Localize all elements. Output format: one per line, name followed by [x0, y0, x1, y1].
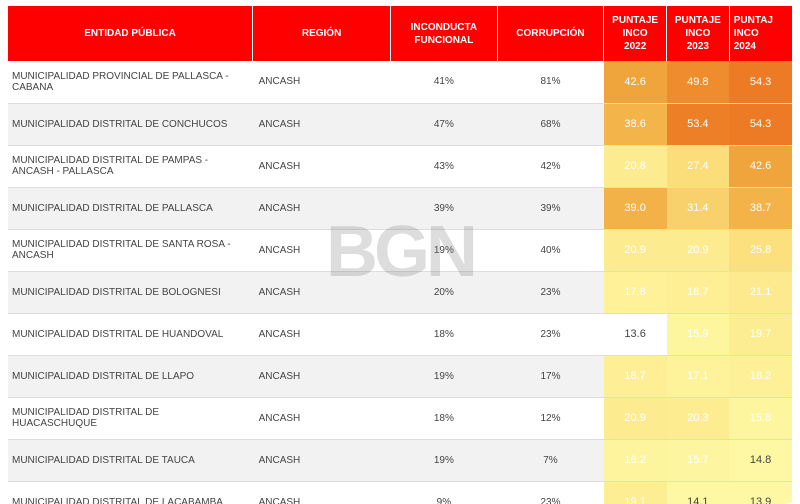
- cell-p2024: 21.1: [729, 271, 792, 313]
- cell-p2022: 20.9: [604, 229, 667, 271]
- table-row: MUNICIPALIDAD DISTRITAL DE CONCHUCOSANCA…: [8, 103, 792, 145]
- cell-region: ANCASH: [253, 145, 391, 187]
- cell-p2024: 54.3: [729, 103, 792, 145]
- cell-inconducta: 19%: [391, 439, 498, 481]
- cell-inconducta: 18%: [391, 313, 498, 355]
- table-row: MUNICIPALIDAD DISTRITAL DE PALLASCAANCAS…: [8, 187, 792, 229]
- cell-p2023: 31.4: [667, 187, 730, 229]
- cell-entidad: MUNICIPALIDAD DISTRITAL DE HUANDOVAL: [8, 313, 253, 355]
- cell-inconducta: 20%: [391, 271, 498, 313]
- cell-p2022: 13.6: [604, 313, 667, 355]
- table-body: MUNICIPALIDAD PROVINCIAL DE PALLASCA - C…: [8, 61, 792, 504]
- cell-inconducta: 43%: [391, 145, 498, 187]
- column-header-corrupcion[interactable]: CORRUPCIÓN: [497, 6, 604, 61]
- column-header-p2024[interactable]: PUNTAJINCO2024: [729, 6, 792, 61]
- cell-p2022: 20.8: [604, 145, 667, 187]
- cell-entidad: MUNICIPALIDAD DISTRITAL DE HUACASCHUQUE: [8, 397, 253, 439]
- cell-entidad: MUNICIPALIDAD DISTRITAL DE TAUCA: [8, 439, 253, 481]
- cell-region: ANCASH: [253, 229, 391, 271]
- cell-corrupcion: 17%: [497, 355, 604, 397]
- cell-inconducta: 19%: [391, 229, 498, 271]
- table-row: MUNICIPALIDAD DISTRITAL DE SANTA ROSA - …: [8, 229, 792, 271]
- cell-corrupcion: 40%: [497, 229, 604, 271]
- cell-p2023: 49.8: [667, 61, 730, 103]
- cell-p2022: 16.2: [604, 439, 667, 481]
- cell-p2023: 17.1: [667, 355, 730, 397]
- cell-p2023: 18.7: [667, 271, 730, 313]
- cell-p2022: 18.7: [604, 355, 667, 397]
- cell-p2023: 15.9: [667, 313, 730, 355]
- cell-region: ANCASH: [253, 397, 391, 439]
- table-row: MUNICIPALIDAD DISTRITAL DE BOLOGNESIANCA…: [8, 271, 792, 313]
- table-row: MUNICIPALIDAD DISTRITAL DE LLAPOANCASH19…: [8, 355, 792, 397]
- table-row: MUNICIPALIDAD DISTRITAL DE HUANDOVALANCA…: [8, 313, 792, 355]
- cell-inconducta: 47%: [391, 103, 498, 145]
- column-header-p2023[interactable]: PUNTAJEINCO2023: [667, 6, 730, 61]
- cell-p2024: 38.7: [729, 187, 792, 229]
- cell-p2024: 18.2: [729, 355, 792, 397]
- cell-p2022: 42.6: [604, 61, 667, 103]
- table-row: MUNICIPALIDAD DISTRITAL DE LACABAMBAANCA…: [8, 481, 792, 504]
- cell-p2023: 53.4: [667, 103, 730, 145]
- cell-region: ANCASH: [253, 187, 391, 229]
- cell-corrupcion: 23%: [497, 313, 604, 355]
- column-header-p2022[interactable]: PUNTAJEINCO2022: [604, 6, 667, 61]
- cell-p2023: 27.4: [667, 145, 730, 187]
- cell-entidad: MUNICIPALIDAD DISTRITAL DE CONCHUCOS: [8, 103, 253, 145]
- cell-p2022: 17.8: [604, 271, 667, 313]
- cell-p2024: 42.6: [729, 145, 792, 187]
- cell-p2024: 54.3: [729, 61, 792, 103]
- cell-entidad: MUNICIPALIDAD DISTRITAL DE BOLOGNESI: [8, 271, 253, 313]
- cell-inconducta: 18%: [391, 397, 498, 439]
- cell-p2022: 38.6: [604, 103, 667, 145]
- cell-entidad: MUNICIPALIDAD DISTRITAL DE SANTA ROSA - …: [8, 229, 253, 271]
- cell-region: ANCASH: [253, 355, 391, 397]
- column-header-region[interactable]: REGIÓN: [253, 6, 391, 61]
- cell-corrupcion: 42%: [497, 145, 604, 187]
- table-row: MUNICIPALIDAD DISTRITAL DE HUACASCHUQUEA…: [8, 397, 792, 439]
- cell-inconducta: 19%: [391, 355, 498, 397]
- cell-entidad: MUNICIPALIDAD DISTRITAL DE LLAPO: [8, 355, 253, 397]
- cell-corrupcion: 23%: [497, 271, 604, 313]
- cell-corrupcion: 39%: [497, 187, 604, 229]
- column-header-entidad[interactable]: ENTIDAD PÚBLICA: [8, 6, 253, 61]
- cell-entidad: MUNICIPALIDAD DISTRITAL DE PAMPAS - ANCA…: [8, 145, 253, 187]
- cell-region: ANCASH: [253, 481, 391, 504]
- cell-p2023: 20.9: [667, 229, 730, 271]
- column-header-inconducta[interactable]: INCONDUCTAFUNCIONAL: [391, 6, 498, 61]
- cell-entidad: MUNICIPALIDAD PROVINCIAL DE PALLASCA - C…: [8, 61, 253, 103]
- cell-inconducta: 41%: [391, 61, 498, 103]
- table-header-row: ENTIDAD PÚBLICAREGIÓNINCONDUCTAFUNCIONAL…: [8, 6, 792, 61]
- cell-p2024: 15.8: [729, 397, 792, 439]
- cell-entidad: MUNICIPALIDAD DISTRITAL DE PALLASCA: [8, 187, 253, 229]
- cell-p2023: 14.1: [667, 481, 730, 504]
- cell-inconducta: 39%: [391, 187, 498, 229]
- table-row: MUNICIPALIDAD PROVINCIAL DE PALLASCA - C…: [8, 61, 792, 103]
- cell-p2022: 20.9: [604, 397, 667, 439]
- cell-p2022: 39.0: [604, 187, 667, 229]
- cell-corrupcion: 12%: [497, 397, 604, 439]
- table-row: MUNICIPALIDAD DISTRITAL DE TAUCAANCASH19…: [8, 439, 792, 481]
- cell-region: ANCASH: [253, 439, 391, 481]
- cell-p2024: 25.8: [729, 229, 792, 271]
- table-container: ENTIDAD PÚBLICAREGIÓNINCONDUCTAFUNCIONAL…: [0, 0, 800, 504]
- cell-p2023: 20.3: [667, 397, 730, 439]
- cell-p2023: 15.7: [667, 439, 730, 481]
- cell-corrupcion: 81%: [497, 61, 604, 103]
- cell-p2024: 19.7: [729, 313, 792, 355]
- cell-corrupcion: 68%: [497, 103, 604, 145]
- cell-entidad: MUNICIPALIDAD DISTRITAL DE LACABAMBA: [8, 481, 253, 504]
- cell-region: ANCASH: [253, 313, 391, 355]
- cell-p2024: 14.8: [729, 439, 792, 481]
- cell-region: ANCASH: [253, 61, 391, 103]
- cell-corrupcion: 23%: [497, 481, 604, 504]
- cell-region: ANCASH: [253, 103, 391, 145]
- cell-corrupcion: 7%: [497, 439, 604, 481]
- cell-p2024: 13.9: [729, 481, 792, 504]
- inco-table: ENTIDAD PÚBLICAREGIÓNINCONDUCTAFUNCIONAL…: [8, 6, 792, 504]
- cell-inconducta: 9%: [391, 481, 498, 504]
- cell-p2022: 19.1: [604, 481, 667, 504]
- cell-region: ANCASH: [253, 271, 391, 313]
- table-row: MUNICIPALIDAD DISTRITAL DE PAMPAS - ANCA…: [8, 145, 792, 187]
